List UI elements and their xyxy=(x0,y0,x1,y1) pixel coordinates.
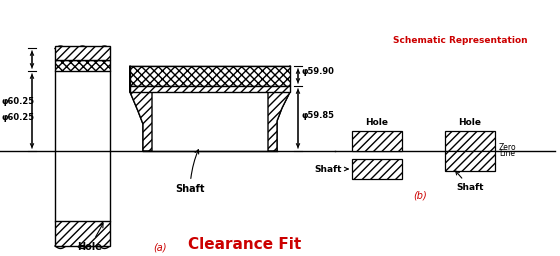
Bar xyxy=(445,131,495,151)
Text: φ59.85: φ59.85 xyxy=(302,112,335,121)
Text: (a): (a) xyxy=(153,242,167,252)
Text: φ60.25: φ60.25 xyxy=(1,113,34,123)
Text: Shaft: Shaft xyxy=(456,171,484,192)
Bar xyxy=(55,60,110,71)
Bar xyxy=(55,46,110,60)
Text: Clearance Fit: Clearance Fit xyxy=(188,237,302,252)
Text: φ59.90: φ59.90 xyxy=(302,67,335,76)
Bar xyxy=(130,86,290,92)
Bar xyxy=(445,151,495,171)
Polygon shape xyxy=(130,66,152,151)
Text: Hole: Hole xyxy=(459,118,482,127)
Bar xyxy=(352,159,402,179)
Text: Hole: Hole xyxy=(366,118,389,127)
Text: Shaft: Shaft xyxy=(314,165,348,174)
Text: φ60.25: φ60.25 xyxy=(1,97,34,105)
Text: Schematic Representation: Schematic Representation xyxy=(393,36,528,45)
Text: Zero: Zero xyxy=(499,144,517,153)
Bar xyxy=(55,221,110,246)
Text: (b): (b) xyxy=(413,191,427,201)
Polygon shape xyxy=(268,66,290,151)
Text: Hole: Hole xyxy=(78,223,103,252)
Bar xyxy=(130,66,290,86)
Text: Shaft: Shaft xyxy=(175,150,205,194)
Bar xyxy=(352,131,402,151)
Text: Line: Line xyxy=(499,150,515,158)
